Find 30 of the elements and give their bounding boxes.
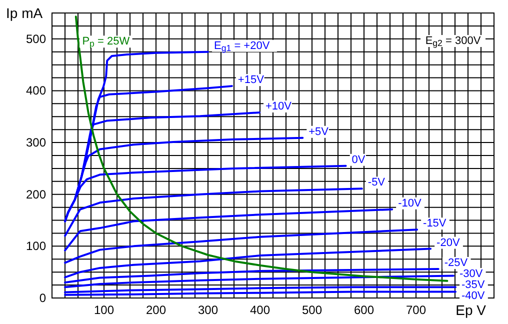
series-label: -35V: [462, 278, 486, 291]
y-tick-label: 100: [26, 239, 46, 254]
series-label: E$_{g1}$ = +20V: [214, 40, 270, 54]
series-label: -30V: [459, 268, 484, 280]
series-label: +5V: [308, 126, 330, 138]
series-label: -25V: [444, 256, 468, 269]
x-axis-title: Ep V: [456, 302, 487, 318]
y-tick-label: 200: [26, 187, 46, 202]
series-label: +15V: [238, 74, 265, 86]
y-axis-title: Ip mA: [6, 5, 44, 21]
series-label: -10V: [398, 197, 422, 210]
x-tick-label: 300: [198, 303, 218, 317]
series-label: -40V: [462, 290, 486, 302]
annotation: E$_{g2}$ = 300V: [425, 35, 482, 48]
x-tick-label: 100: [94, 303, 114, 317]
x-tick-label: 400: [250, 303, 270, 317]
series-label: -15V: [423, 218, 447, 230]
y-tick-label: 0: [39, 291, 46, 305]
x-tick-label: 700: [406, 303, 426, 317]
x-tick-label: 600: [354, 303, 374, 317]
y-tick-label: 500: [26, 32, 46, 46]
series-label: -5V: [368, 176, 386, 189]
y-tick-label: 400: [26, 84, 46, 98]
series-label: -20V: [436, 236, 460, 249]
series-label: P$_{p}$ = 25W: [82, 36, 130, 49]
y-tick-label: 300: [26, 136, 46, 150]
series-label: +10V: [265, 100, 292, 112]
x-tick-label: 500: [302, 303, 322, 317]
x-tick-label: 200: [146, 303, 166, 317]
series-label: 0V: [352, 154, 366, 166]
